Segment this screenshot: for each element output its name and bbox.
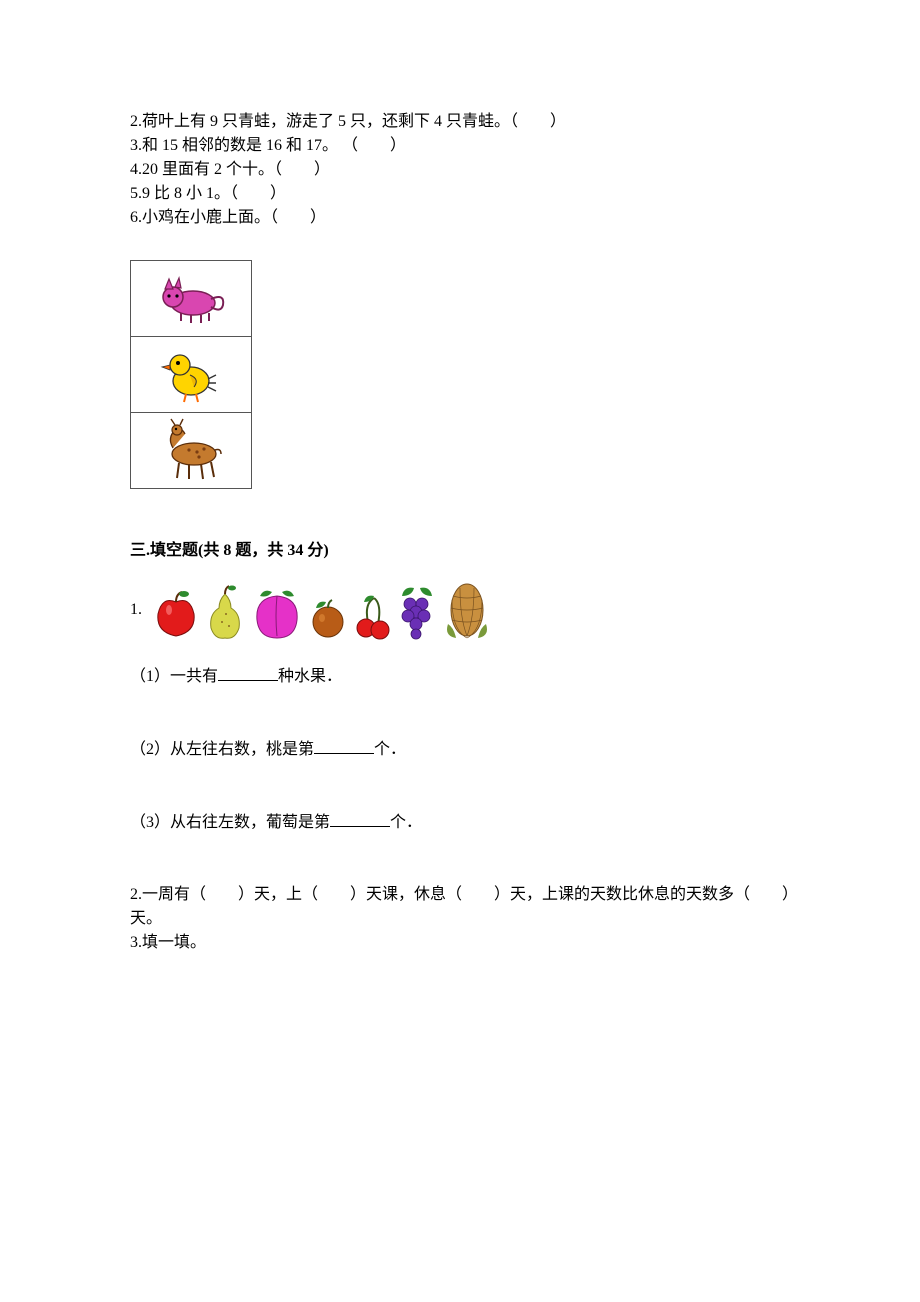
peach-icon [250, 586, 304, 640]
sub1-pre: （1）一共有 [130, 668, 218, 685]
grape-icon [396, 584, 438, 640]
section3-q3: 3.填一填。 [130, 931, 790, 955]
judgement-q2: 2.荷叶上有 9 只青蛙，游走了 5 只，还剩下 4 只青蛙。（ ） [130, 110, 790, 134]
section3-q1-sub3: （3）从右往左数，葡萄是第 个． [130, 810, 790, 835]
cat-icon [151, 271, 231, 326]
deer-icon [149, 418, 234, 483]
sub2-pre: （2）从左往右数，桃是第 [130, 741, 314, 758]
apple-icon [152, 588, 200, 640]
judgement-q3: 3.和 15 相邻的数是 16 和 17。 （ ） [130, 134, 790, 158]
pear-icon [204, 584, 246, 640]
page-content: 2.荷叶上有 9 只青蛙，游走了 5 只，还剩下 4 只青蛙。（ ） 3.和 1… [0, 0, 920, 1015]
animal-cell-cat [131, 261, 251, 337]
animal-cell-deer [131, 413, 251, 488]
judgement-q6: 6.小鸡在小鹿上面。（ ） [130, 206, 790, 230]
judgement-q5: 5.9 比 8 小 1。（ ） [130, 182, 790, 206]
q1-prefix: 1. [130, 598, 142, 622]
section3-q1-sub2: （2）从左往右数，桃是第 个． [130, 737, 790, 762]
corn-icon [442, 580, 492, 640]
blank [330, 810, 390, 827]
blank [314, 737, 374, 754]
sub2-post: 个． [374, 741, 406, 758]
blank [218, 664, 278, 681]
fruit-box [148, 578, 496, 642]
section3-q2: 2.一周有（ ）天，上（ ）天课，休息（ ）天，上课的天数比休息的天数多（ ）天… [130, 883, 790, 931]
judgement-q4: 4.20 里面有 2 个十。（ ） [130, 158, 790, 182]
animal-cell-chick [131, 337, 251, 413]
sub3-post: 个． [390, 814, 422, 831]
sub3-pre: （3）从右往左数，葡萄是第 [130, 814, 330, 831]
cherry-icon [352, 592, 392, 640]
sub1-post: 种水果． [278, 668, 342, 685]
animal-stack [130, 260, 252, 489]
section3-q1-sub1: （1）一共有 种水果． [130, 664, 790, 689]
section3-title: 三.填空题(共 8 题，共 34 分) [130, 539, 790, 563]
chick-icon [156, 345, 226, 405]
orange-icon [308, 596, 348, 640]
fruit-question-row: 1. [130, 578, 790, 642]
